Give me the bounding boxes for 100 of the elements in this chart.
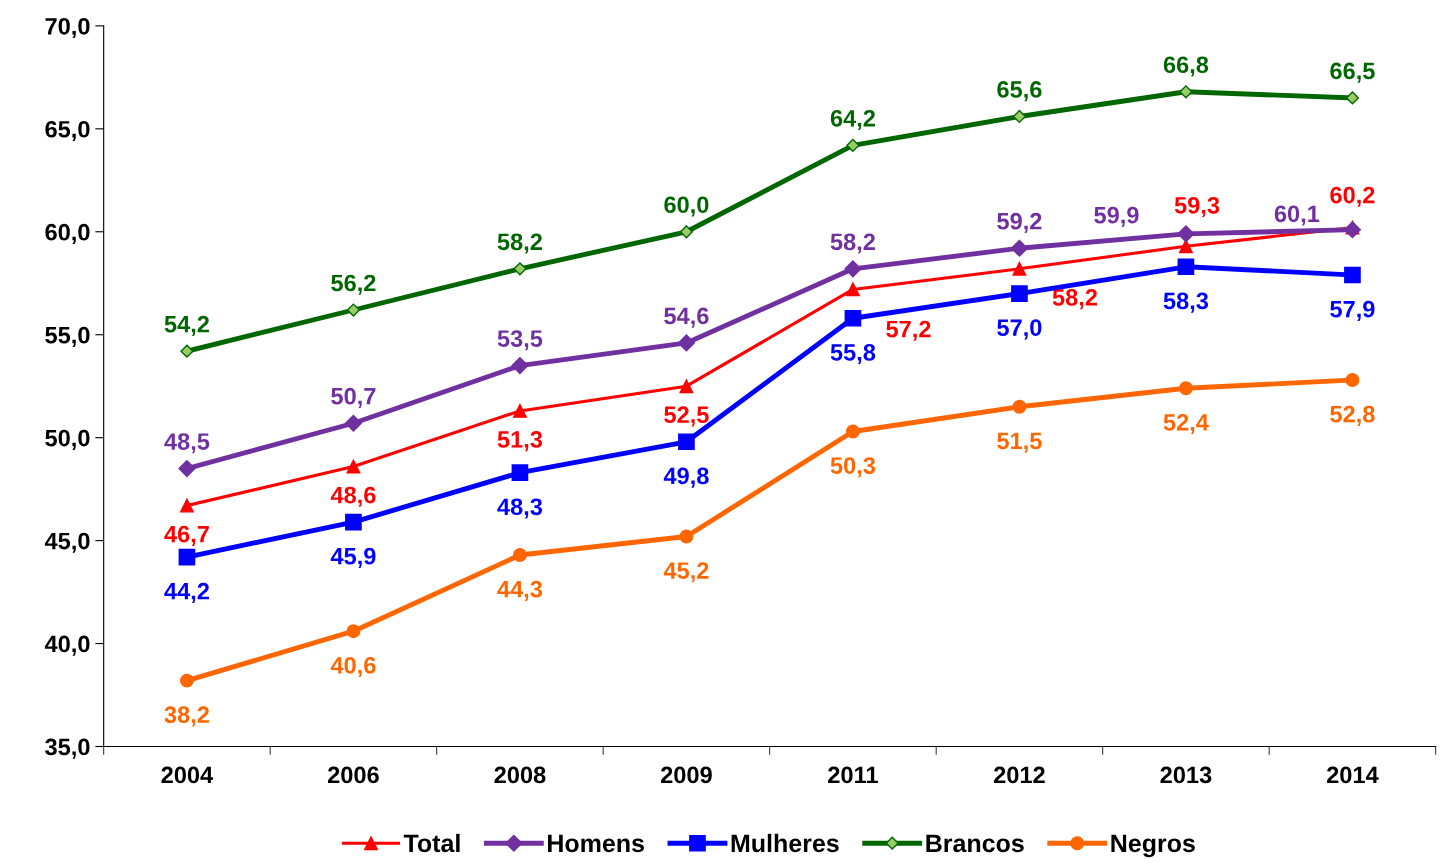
data-label: 50,3 bbox=[830, 457, 876, 478]
data-label: 58,2 bbox=[497, 233, 542, 254]
y-tick-label: 60,0 bbox=[45, 223, 90, 244]
data-label: 66,5 bbox=[1330, 62, 1375, 83]
x-tick-label: 2014 bbox=[1326, 766, 1379, 784]
data-label: 54,2 bbox=[164, 315, 209, 336]
data-label: 48,6 bbox=[330, 486, 376, 507]
point bbox=[1178, 381, 1193, 396]
point bbox=[178, 548, 196, 566]
data-label: 49,8 bbox=[663, 467, 709, 488]
legend-label: Mulheres bbox=[731, 833, 839, 853]
point bbox=[346, 624, 361, 639]
data-label: 58,2 bbox=[1052, 289, 1098, 310]
data-label: 54,6 bbox=[664, 307, 709, 328]
x-tick-label: 2006 bbox=[327, 766, 379, 784]
data-label: 57,2 bbox=[886, 320, 931, 341]
data-label: 65,6 bbox=[997, 81, 1042, 102]
y-tick-label: 70,0 bbox=[45, 17, 90, 39]
data-label: 51,5 bbox=[997, 432, 1042, 453]
point bbox=[679, 225, 694, 239]
data-label: 48,3 bbox=[497, 498, 543, 519]
point bbox=[512, 403, 527, 418]
point bbox=[178, 459, 196, 478]
point bbox=[344, 414, 362, 432]
x-tick-label: 2013 bbox=[1160, 766, 1212, 784]
point bbox=[679, 379, 694, 394]
point bbox=[678, 433, 695, 451]
legend-label: Total bbox=[403, 833, 460, 853]
data-label: 56,2 bbox=[331, 274, 376, 295]
data-label: 59,9 bbox=[1094, 206, 1139, 227]
point bbox=[1177, 258, 1195, 276]
x-tick-label: 2004 bbox=[161, 766, 214, 784]
x-tick-label: 2009 bbox=[660, 766, 712, 784]
data-label: 45,2 bbox=[663, 562, 709, 583]
point bbox=[179, 673, 194, 688]
point bbox=[1345, 91, 1360, 105]
x-tick-label: 2012 bbox=[993, 766, 1045, 784]
y-tick-label: 45,0 bbox=[44, 532, 90, 553]
y-tick-label: 40,0 bbox=[44, 635, 90, 656]
point bbox=[844, 260, 862, 278]
legend-label: Brancos bbox=[926, 834, 1024, 853]
y-tick-label: 50,0 bbox=[45, 429, 90, 450]
y-tick-label: 65,0 bbox=[45, 120, 90, 142]
y-tick-label: 35,0 bbox=[45, 738, 90, 759]
data-label: 51,3 bbox=[497, 431, 543, 452]
x-tick-label: 2011 bbox=[828, 766, 878, 784]
point bbox=[677, 334, 695, 352]
data-label: 44,3 bbox=[497, 580, 543, 601]
data-label: 38,2 bbox=[164, 706, 209, 727]
point bbox=[511, 357, 529, 375]
point bbox=[513, 262, 527, 276]
data-label: 57,9 bbox=[1330, 300, 1375, 321]
data-label: 60,1 bbox=[1274, 205, 1320, 226]
data-label: 46,7 bbox=[164, 525, 209, 546]
point bbox=[1012, 399, 1027, 414]
point bbox=[1178, 239, 1193, 254]
point bbox=[1343, 221, 1361, 239]
point bbox=[511, 464, 529, 481]
data-label: 58,2 bbox=[830, 233, 875, 254]
point bbox=[1010, 239, 1028, 257]
point bbox=[845, 282, 860, 297]
data-label: 66,8 bbox=[1163, 56, 1209, 77]
point bbox=[346, 459, 361, 474]
legend-label: Negros bbox=[1111, 834, 1195, 858]
data-label: 60,0 bbox=[664, 196, 709, 217]
data-label: 59,3 bbox=[1174, 196, 1220, 218]
data-label: 45,9 bbox=[330, 547, 376, 568]
point bbox=[180, 344, 194, 358]
point bbox=[345, 513, 362, 531]
data-label: 52,8 bbox=[1330, 405, 1375, 426]
point bbox=[1012, 109, 1027, 124]
point bbox=[679, 529, 694, 544]
data-label: 64,2 bbox=[830, 109, 875, 131]
data-label: 59,2 bbox=[997, 212, 1042, 234]
data-label: 40,6 bbox=[330, 656, 376, 678]
point bbox=[1177, 225, 1195, 243]
y-tick-label: 55,0 bbox=[45, 326, 90, 347]
data-label: 48,5 bbox=[164, 433, 210, 454]
data-label: 58,3 bbox=[1163, 292, 1209, 313]
data-label: 52,4 bbox=[1163, 413, 1209, 435]
point bbox=[1345, 373, 1360, 387]
point bbox=[846, 138, 860, 152]
point bbox=[346, 303, 361, 317]
x-tick-label: 2008 bbox=[494, 766, 546, 784]
data-label: 44,2 bbox=[164, 582, 209, 603]
data-label: 55,8 bbox=[830, 343, 876, 365]
data-label: 50,7 bbox=[331, 387, 376, 409]
point bbox=[844, 309, 862, 327]
point bbox=[1344, 266, 1361, 284]
data-label: 52,5 bbox=[664, 406, 709, 427]
point bbox=[512, 548, 527, 562]
point bbox=[845, 424, 860, 439]
legend-label: Homens bbox=[548, 834, 644, 853]
point bbox=[1012, 261, 1027, 276]
point bbox=[1179, 85, 1193, 99]
data-label: 60,2 bbox=[1330, 186, 1375, 207]
data-label: 53,5 bbox=[497, 330, 543, 351]
point bbox=[1011, 285, 1028, 302]
data-label: 57,0 bbox=[997, 319, 1042, 340]
point bbox=[179, 498, 194, 513]
